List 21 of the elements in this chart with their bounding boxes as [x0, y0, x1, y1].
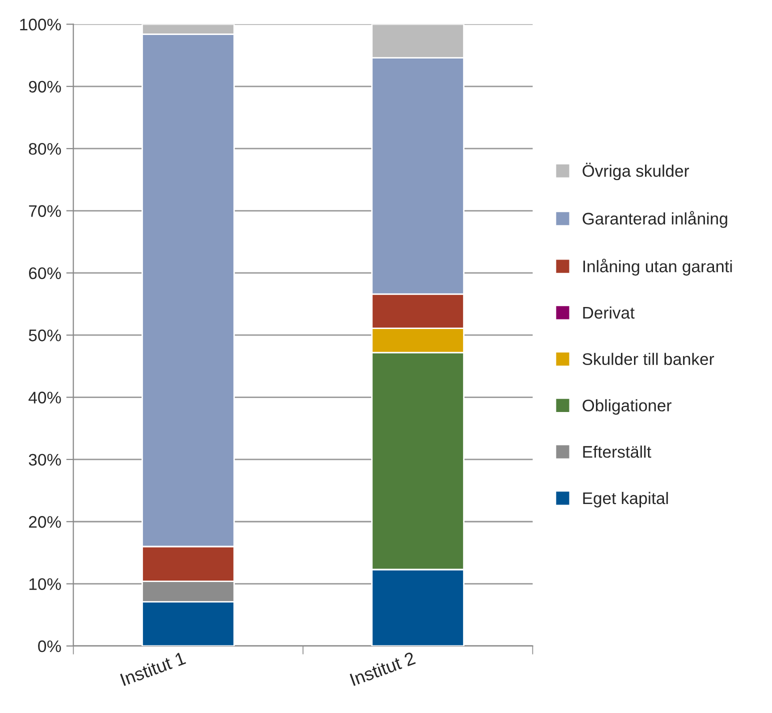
y-tick-label: 10%: [29, 578, 61, 590]
y-tick-label: 30%: [28, 454, 61, 466]
y-tick-label: 80%: [28, 142, 61, 155]
y-tick-label: 20%: [29, 516, 61, 528]
x-tick-label: Institut 1: [120, 651, 186, 686]
legend-label: Efterställt: [583, 446, 652, 458]
legend-label: Derivat: [583, 306, 635, 319]
legend-label: Eget kapital: [583, 492, 668, 508]
y-tick-label: 40%: [28, 392, 61, 404]
y-tick-label: 60%: [29, 267, 61, 280]
y-tick-label: 70%: [29, 205, 61, 217]
y-tick-label: 0%: [38, 640, 61, 652]
legend-label: Skulder till banker: [582, 352, 714, 366]
legend-label: Garanterad inlåning: [582, 210, 728, 228]
x-tick-label: Institut 2: [350, 651, 416, 686]
y-tick-label: 90%: [28, 80, 61, 93]
legend-label: Övriga skulder: [582, 162, 690, 180]
legend-label: Obligationer: [582, 399, 672, 415]
y-tick-label: 100%: [20, 18, 61, 30]
legend-label: Inlåning utan garanti: [583, 258, 732, 276]
y-tick-label: 50%: [28, 330, 61, 342]
